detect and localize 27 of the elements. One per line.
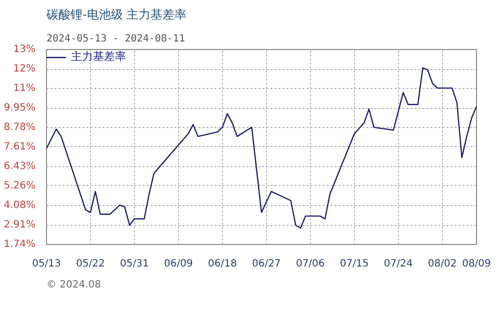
y-tick-label: 1.74% [4, 239, 36, 250]
x-tick-label: 05/31 [120, 258, 149, 270]
y-tick-label: 9.95% [4, 102, 36, 114]
y-tick-label: 11% [13, 83, 36, 94]
x-tick-label: 08/09 [462, 258, 491, 270]
y-tick-label: 6.43% [4, 161, 36, 172]
x-tick-label: 06/09 [164, 258, 193, 270]
line-series [46, 67, 476, 229]
y-tick-label: 4.08% [4, 200, 36, 212]
chart-title: 碳酸锂-电池级 主力基差率 [46, 8, 187, 22]
y-tick-label: 2.91% [4, 220, 36, 231]
x-tick-label: 07/06 [296, 258, 325, 270]
x-tick-label: 05/13 [32, 258, 61, 270]
y-tick-label: 12% [13, 64, 36, 75]
x-tick-label: 08/02 [428, 258, 457, 270]
x-tick-label: 05/22 [76, 258, 105, 270]
x-tick-label: 06/27 [252, 258, 281, 270]
x-tick-label: 07/24 [384, 258, 413, 270]
chart-subtitle: 2024-05-13 - 2024-08-11 [46, 34, 185, 44]
y-tick-label: 7.61% [4, 141, 36, 152]
x-tick-label: 07/15 [340, 258, 369, 270]
y-tick-label: 13% [13, 44, 36, 55]
text: © 2024.08 [46, 280, 102, 290]
y-tick-label: 5.26% [4, 180, 36, 192]
x-tick-label: 06/18 [208, 258, 237, 270]
y-tick-label: 8.78% [4, 122, 36, 133]
legend-label: 主力基差率 [71, 49, 126, 64]
